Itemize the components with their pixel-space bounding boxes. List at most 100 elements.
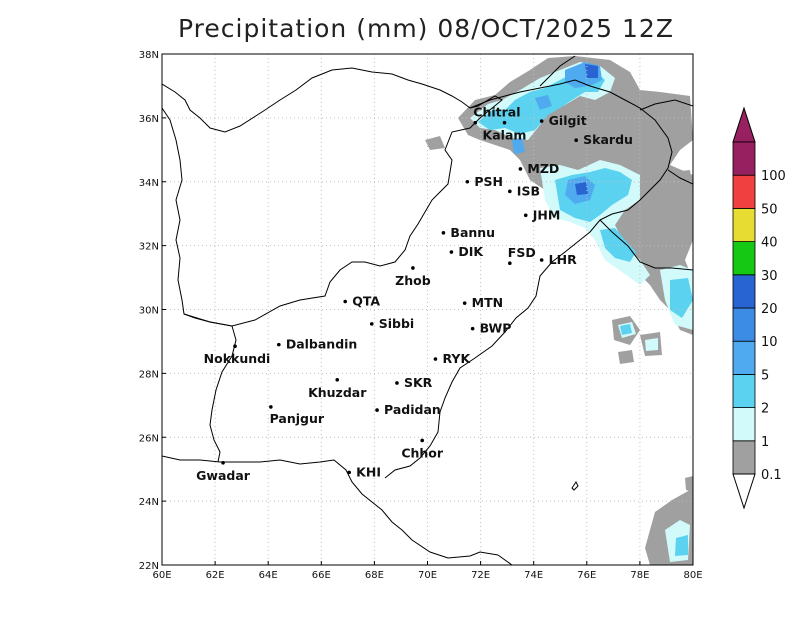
lon-tick-label: 62E (206, 570, 225, 581)
border-line (384, 219, 601, 479)
city-label: BWP (480, 321, 512, 336)
city-dot (502, 120, 507, 125)
colorbar-segment (732, 407, 756, 442)
precip-patch (512, 138, 525, 154)
precip-patch (670, 278, 693, 318)
lat-tick-label: 22N (139, 561, 159, 572)
city-dot (395, 381, 399, 385)
border-line (162, 67, 503, 327)
map-title: Precipitation (mm) 08/OCT/2025 12Z (178, 14, 674, 43)
city-label: Gwadar (196, 468, 251, 483)
city-dot (277, 342, 281, 347)
colorbar-segment (732, 174, 756, 209)
colorbar-upper-arrow (732, 106, 756, 143)
lon-tick-label: 72E (471, 570, 490, 581)
city-dot (508, 189, 512, 194)
colorbar-label: 10 (761, 335, 778, 350)
precip-patch (535, 95, 552, 110)
lat-tick-label: 38N (139, 50, 159, 61)
lat-tick-label: 36N (139, 114, 159, 125)
city-label: DIK (458, 244, 484, 259)
colorbar-segment (732, 141, 756, 176)
city-label: KHI (356, 464, 381, 479)
city-dot (233, 344, 237, 349)
city-label: MTN (472, 295, 503, 310)
border-line (539, 55, 576, 87)
lat-tick-label: 30N (139, 306, 159, 317)
lat-tick-label: 28N (139, 369, 159, 380)
city-dot (375, 408, 379, 412)
city-dot (269, 405, 273, 409)
city-label: Padidan (384, 402, 441, 417)
city-label: Khuzdar (308, 385, 367, 400)
lon-tick-label: 74E (524, 570, 543, 581)
city-label: Sibbi (379, 316, 414, 331)
city-dot (539, 119, 544, 123)
city-label: JHM (532, 207, 561, 222)
city-label: RYK (442, 351, 471, 366)
city-markers: Chitral Gilgit Kalam Skardu MZD PSH ISB JHM Bann… (196, 105, 633, 483)
city-dot (420, 438, 424, 443)
city-label: Skardu (583, 132, 633, 147)
precip-patch (618, 350, 634, 364)
precip-patch (675, 535, 688, 556)
colorbar-label: 0.1 (761, 468, 782, 483)
colorbar-label: 40 (761, 236, 778, 251)
city-label: Chitral (473, 105, 520, 120)
colorbar-segment (732, 340, 756, 375)
city-label: Kalam (483, 128, 527, 143)
precip-patch (645, 338, 658, 351)
city-dot (470, 326, 475, 331)
city-dot (343, 299, 347, 304)
lat-tick-label: 24N (139, 497, 159, 508)
city-dot (369, 322, 374, 326)
city-dot (465, 179, 470, 184)
country-borders (162, 55, 693, 565)
city-dot (473, 120, 478, 125)
colorbar-label: 20 (761, 302, 778, 317)
colorbar-label: 100 (761, 169, 786, 184)
city-dot (539, 258, 544, 262)
colorbar-label: 30 (761, 269, 778, 284)
colorbar-label: 50 (761, 202, 778, 217)
precip-patch (620, 324, 632, 335)
city-dot (335, 377, 340, 382)
city-dot (462, 301, 467, 305)
city-label: Nokkundi (204, 351, 271, 366)
colorbar-segment (732, 307, 756, 342)
city-dot (518, 167, 523, 171)
city-label: Gilgit (549, 113, 587, 128)
colorbar-lower-arrow (732, 473, 756, 510)
city-label: FSD (508, 245, 536, 260)
border-line (599, 219, 693, 271)
colorbar: 0.1 1 2 5 10 20 30 40 50 100 (732, 106, 786, 510)
city-label: SKR (404, 375, 433, 390)
border-line (162, 455, 499, 559)
city-dot (221, 461, 225, 465)
lon-tick-label: 60E (152, 570, 171, 581)
lon-tick-label: 78E (630, 570, 649, 581)
lon-tick-label: 76E (577, 570, 596, 581)
colorbar-label: 2 (761, 402, 769, 417)
colorbar-label: 1 (761, 435, 769, 450)
city-label: Dalbandin (286, 337, 358, 352)
lon-tick-label: 68E (365, 570, 384, 581)
lat-tick-label: 32N (139, 242, 159, 253)
lon-tick-label: 80E (683, 570, 702, 581)
city-label: Bannu (450, 225, 495, 240)
colorbar-segment (732, 274, 756, 309)
city-label: LHR (549, 252, 577, 267)
city-label: Zhob (395, 273, 431, 288)
city-dot (523, 213, 528, 218)
precip-patch (685, 476, 693, 492)
city-dot (433, 357, 438, 361)
precip-patch (575, 182, 588, 195)
city-label: Panjgur (270, 411, 325, 426)
city-label: PSH (474, 174, 503, 189)
precip-patch (585, 64, 598, 78)
city-label: QTA (352, 294, 380, 309)
colorbar-segment (732, 241, 756, 276)
colorbar-segment (732, 207, 756, 242)
city-dot (508, 261, 512, 265)
